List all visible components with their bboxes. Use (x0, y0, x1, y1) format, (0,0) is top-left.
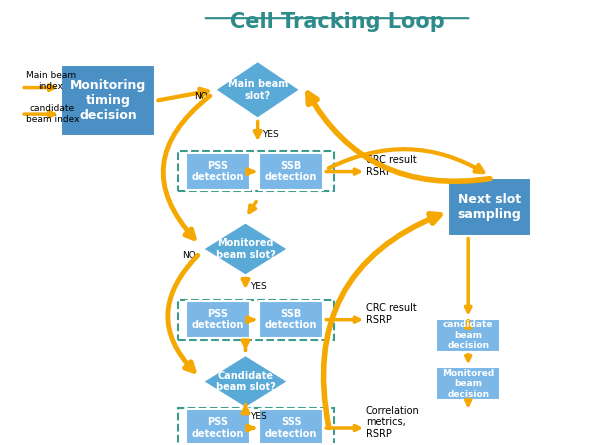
Polygon shape (215, 61, 300, 118)
Polygon shape (203, 355, 288, 408)
Text: YES: YES (250, 413, 267, 421)
Text: NO: NO (181, 251, 196, 260)
Text: SSS
detection: SSS detection (265, 417, 318, 439)
Text: Main beam
index: Main beam index (26, 71, 76, 91)
Text: NO: NO (194, 92, 208, 101)
Text: Correlation
metrics,
RSRP: Correlation metrics, RSRP (366, 406, 419, 439)
Text: CRC result
RSRP: CRC result RSRP (366, 303, 416, 325)
Text: CRC result
RSRP: CRC result RSRP (366, 155, 416, 177)
Text: Monitoring
timing
decision: Monitoring timing decision (70, 79, 147, 122)
Text: YES: YES (262, 129, 280, 138)
Text: candidate
beam
decision: candidate beam decision (443, 320, 493, 350)
FancyBboxPatch shape (61, 65, 156, 136)
Polygon shape (203, 222, 288, 275)
Text: Candidate
beam slot?: Candidate beam slot? (216, 371, 275, 392)
Text: Monitored
beam
decision: Monitored beam decision (442, 369, 494, 399)
FancyBboxPatch shape (448, 178, 531, 236)
Text: PSS
detection: PSS detection (192, 161, 244, 182)
FancyBboxPatch shape (186, 301, 250, 339)
Text: Next slot
sampling: Next slot sampling (458, 193, 522, 221)
FancyBboxPatch shape (436, 319, 500, 352)
Text: PSS
detection: PSS detection (192, 309, 244, 331)
Text: SSB
detection: SSB detection (265, 161, 318, 182)
FancyBboxPatch shape (186, 153, 250, 190)
FancyBboxPatch shape (186, 409, 250, 445)
Text: Main beam
slot?: Main beam slot? (227, 79, 288, 101)
Text: candidate
beam index: candidate beam index (26, 105, 79, 124)
FancyBboxPatch shape (259, 153, 323, 190)
Text: Monitored
beam slot?: Monitored beam slot? (216, 238, 275, 260)
Text: PSS
detection: PSS detection (192, 417, 244, 439)
FancyBboxPatch shape (259, 409, 323, 445)
Text: SSB
detection: SSB detection (265, 309, 318, 331)
FancyBboxPatch shape (436, 367, 500, 400)
Text: YES: YES (250, 282, 267, 291)
Text: Cell Tracking Loop: Cell Tracking Loop (230, 12, 444, 32)
FancyBboxPatch shape (259, 301, 323, 339)
